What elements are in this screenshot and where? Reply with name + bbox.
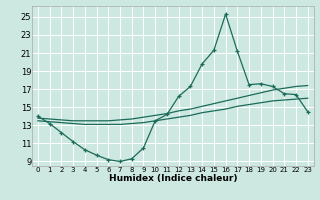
X-axis label: Humidex (Indice chaleur): Humidex (Indice chaleur) (108, 174, 237, 183)
